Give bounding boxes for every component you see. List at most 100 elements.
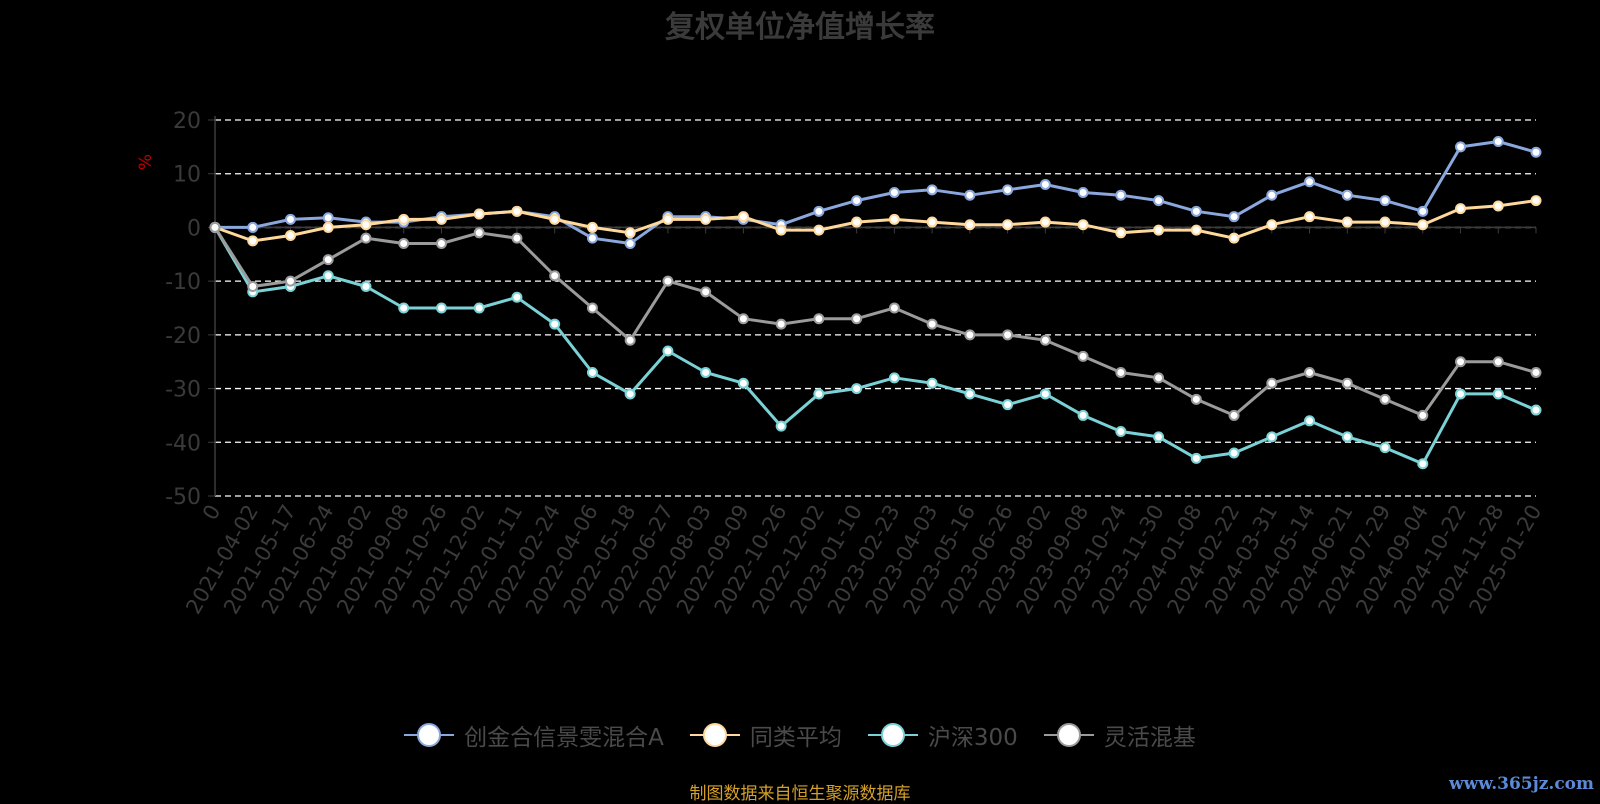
legend-item-flex[interactable]: 灵活混基 (1043, 718, 1196, 752)
data-point-peer (1304, 211, 1316, 223)
data-point-peer (737, 211, 749, 223)
data-point-hs300 (1379, 442, 1391, 454)
data-point-flex (662, 275, 674, 287)
data-point-flex (813, 313, 825, 325)
legend-circle (1056, 723, 1081, 747)
legend-marker-fund (404, 723, 455, 747)
data-point-peer (1417, 219, 1429, 231)
data-point-fund (1530, 146, 1542, 158)
watermark: www.365jz.com (1449, 774, 1594, 794)
data-point-peer (700, 213, 712, 225)
data-point-hs300 (1077, 409, 1089, 421)
data-point-hs300 (888, 372, 900, 384)
data-point-peer (435, 213, 447, 225)
y-tick-label: -40 (165, 431, 201, 456)
data-point-flex (360, 232, 372, 244)
legend-item-peer[interactable]: 同类平均 (689, 718, 842, 752)
data-point-peer (1153, 224, 1165, 236)
data-point-flex (284, 275, 296, 287)
data-point-hs300 (322, 270, 334, 282)
data-point-flex (1266, 377, 1278, 389)
data-point-flex (1153, 372, 1165, 384)
data-point-peer (624, 227, 636, 239)
data-point-fund (1190, 205, 1202, 217)
data-point-flex (322, 254, 334, 266)
data-point-hs300 (662, 345, 674, 357)
data-point-hs300 (1455, 388, 1467, 400)
data-point-peer (586, 221, 598, 233)
legend-circle (417, 723, 442, 747)
data-point-peer (1379, 216, 1391, 228)
legend: 创金合信景雯混合A 同类平均 沪深300 灵活混基 (0, 718, 1600, 752)
data-point-peer (1039, 216, 1051, 228)
data-point-peer (1002, 219, 1014, 231)
legend-label-hs300: 沪深300 (927, 725, 1018, 751)
x-axis-ticks: 02021-04-022021-05-172021-06-242021-08-0… (181, 227, 1546, 618)
data-point-peer (1266, 219, 1278, 231)
data-point-hs300 (1228, 447, 1240, 459)
data-point-flex (624, 334, 636, 346)
data-point-fund (284, 213, 296, 225)
line-chart: % 20 10 0 -10 -20 -30 -40 -50 02021-04-022021-0… (136, 109, 1546, 618)
data-point-peer (1190, 224, 1202, 236)
data-point-peer (511, 205, 523, 217)
axes (214, 116, 1536, 496)
data-point-hs300 (435, 302, 447, 314)
data-point-flex (1228, 409, 1240, 421)
data-point-flex (1190, 393, 1202, 405)
data-point-peer (1115, 227, 1127, 239)
data-point-hs300 (851, 383, 863, 395)
data-point-hs300 (1417, 458, 1429, 470)
data-point-fund (1266, 189, 1278, 201)
data-point-hs300 (1492, 388, 1504, 400)
data-point-peer (851, 216, 863, 228)
legend-item-fund[interactable]: 创金合信景雯混合A (404, 718, 664, 752)
data-point-fund (1455, 141, 1467, 153)
data-point-flex (737, 313, 749, 325)
data-point-peer (473, 208, 485, 220)
data-point-flex (549, 270, 561, 282)
data-point-peer (549, 213, 561, 225)
data-source-note: 制图数据来自恒生聚源数据库 (689, 784, 911, 804)
data-point-flex (964, 329, 976, 341)
data-point-flex (473, 227, 485, 239)
data-point-hs300 (1530, 404, 1542, 416)
legend-item-hs300[interactable]: 沪深300 (867, 718, 1018, 752)
data-point-fund (813, 205, 825, 217)
data-point-hs300 (1304, 415, 1316, 427)
legend-label-fund: 创金合信景雯混合A (464, 725, 664, 751)
data-point-hs300 (1115, 426, 1127, 438)
data-point-flex (1002, 329, 1014, 341)
data-point-flex (775, 318, 787, 330)
data-point-fund (1077, 187, 1089, 199)
data-point-peer (1228, 232, 1240, 244)
data-point-peer (247, 235, 259, 247)
data-point-hs300 (549, 318, 561, 330)
data-point-peer (1530, 195, 1542, 207)
data-point-fund (1039, 178, 1051, 190)
data-point-hs300 (964, 388, 976, 400)
data-point-peer (398, 213, 410, 225)
data-point-hs300 (398, 302, 410, 314)
data-point-hs300 (473, 302, 485, 314)
data-point-peer (1077, 219, 1089, 231)
y-axis-unit: % (136, 154, 156, 170)
y-tick-label: 0 (187, 216, 201, 241)
data-point-flex (1417, 409, 1429, 421)
y-tick-label: -10 (165, 270, 201, 295)
data-point-hs300 (813, 388, 825, 400)
data-point-fund (1417, 205, 1429, 217)
data-point-flex (435, 238, 447, 250)
data-point-fund (1153, 195, 1165, 207)
data-point-fund (247, 221, 259, 233)
x-tick-label: 0 (198, 501, 225, 525)
data-point-flex (1077, 350, 1089, 362)
data-point-flex (209, 221, 221, 233)
data-point-hs300 (926, 377, 938, 389)
legend-marker-hs300 (867, 723, 918, 747)
data-point-fund (322, 212, 334, 224)
series-line-peer (214, 199, 1537, 243)
series-layer (209, 135, 1542, 470)
data-point-flex (247, 281, 259, 293)
data-point-hs300 (737, 377, 749, 389)
